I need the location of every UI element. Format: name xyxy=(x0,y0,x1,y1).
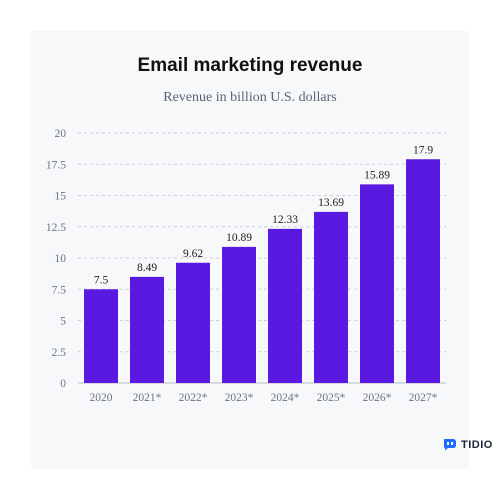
y-tick-label: 0 xyxy=(60,378,66,390)
bar xyxy=(268,228,302,383)
bar xyxy=(222,246,256,383)
value-labels: 7.5 8.49 9.62 10.89 12.33 13.69 15.89 17.9 xyxy=(94,144,434,286)
brand-logo: TIDIO xyxy=(443,438,493,451)
bar xyxy=(360,184,394,383)
x-tick-label: 2024* xyxy=(271,392,300,404)
x-axis: 2020 2021* 2022* 2023* 2024* 2025* 2026* 2027* xyxy=(90,392,438,404)
x-tick-label: 2020 xyxy=(90,392,113,404)
value-label: 17.9 xyxy=(413,144,433,156)
bar xyxy=(314,211,348,383)
value-label: 13.69 xyxy=(318,197,344,209)
value-label: 9.62 xyxy=(183,248,203,260)
brand-name: TIDIO xyxy=(461,438,493,451)
y-tick-label: 7.5 xyxy=(52,284,67,296)
x-tick-label: 2025* xyxy=(317,392,346,404)
bar xyxy=(406,159,440,383)
x-tick-label: 2021* xyxy=(133,392,162,404)
tidio-logo-icon xyxy=(444,439,456,451)
bar xyxy=(176,262,210,383)
x-tick-label: 2027* xyxy=(409,392,438,404)
bars xyxy=(84,159,440,383)
bar xyxy=(84,289,118,383)
y-tick-label: 17.5 xyxy=(46,159,66,171)
y-tick-label: 10 xyxy=(55,253,67,265)
y-tick-label: 20 xyxy=(55,128,67,140)
value-label: 8.49 xyxy=(137,262,157,274)
y-tick-label: 12.5 xyxy=(46,222,66,234)
x-tick-label: 2022* xyxy=(179,392,208,404)
x-tick-label: 2023* xyxy=(225,392,254,404)
value-label: 7.5 xyxy=(94,274,109,286)
y-tick-label: 5 xyxy=(60,316,66,328)
chart-subtitle: Revenue in billion U.S. dollars xyxy=(163,90,337,105)
value-label: 12.33 xyxy=(272,214,298,226)
y-tick-label: 15 xyxy=(55,191,67,203)
chart-title: Email marketing revenue xyxy=(137,55,363,76)
value-label: 15.89 xyxy=(364,169,390,181)
x-tick-label: 2026* xyxy=(363,392,392,404)
value-label: 10.89 xyxy=(226,232,252,244)
y-tick-label: 2.5 xyxy=(52,347,67,359)
bar xyxy=(130,276,164,383)
